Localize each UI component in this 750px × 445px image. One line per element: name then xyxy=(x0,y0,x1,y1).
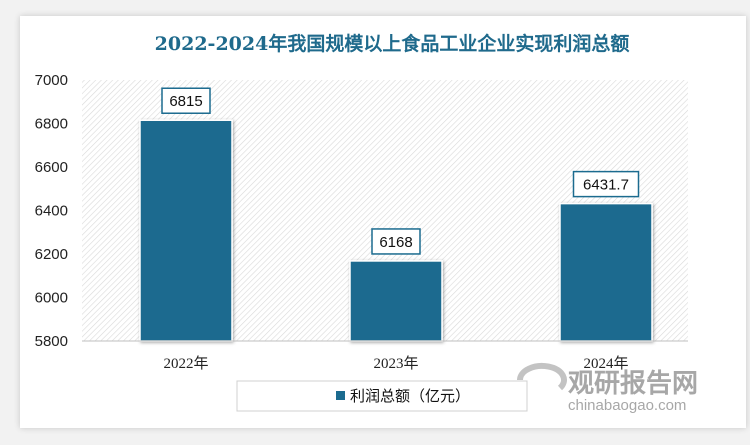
y-tick-label: 6200 xyxy=(35,246,68,263)
data-label-box xyxy=(371,228,421,255)
legend-label: 利润总额（亿元） xyxy=(350,388,470,405)
legend xyxy=(236,380,528,412)
watermark-logo-icon xyxy=(516,362,567,391)
y-tick-label: 6800 xyxy=(35,116,68,133)
bar xyxy=(559,202,653,342)
legend-swatch xyxy=(336,391,345,400)
y-tick-label: 7000 xyxy=(35,72,68,89)
watermark-brand: 观研报告网 xyxy=(568,368,698,398)
x-tick-label: 2024年 xyxy=(583,355,628,372)
bar xyxy=(139,119,233,342)
x-tick-label: 2023年 xyxy=(373,355,418,372)
y-tick-label: 6600 xyxy=(35,159,68,176)
chart-title: 2022-2024年我国规模以上食品工业企业实现利润总额 xyxy=(155,32,630,55)
y-tick-label: 5800 xyxy=(35,333,68,350)
bar xyxy=(349,260,443,342)
data-label: 6168 xyxy=(379,234,412,251)
data-label-box xyxy=(572,170,640,198)
data-label-box xyxy=(161,87,211,114)
watermark: 观研报告网 chinabaogao.com xyxy=(516,362,698,414)
x-tick-label: 2022年 xyxy=(163,355,208,372)
y-tick-label: 6000 xyxy=(35,290,68,307)
data-label: 6815 xyxy=(169,93,202,110)
y-tick-label: 6400 xyxy=(35,203,68,220)
watermark-url: chinabaogao.com xyxy=(568,397,686,414)
data-label: 6431.7 xyxy=(583,177,629,194)
